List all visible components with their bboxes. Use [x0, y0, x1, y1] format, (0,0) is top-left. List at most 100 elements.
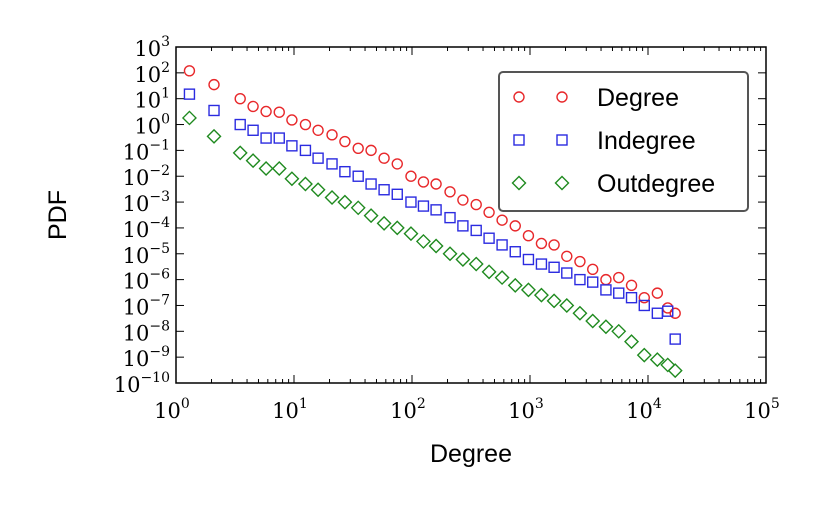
y-tick-label: 10−7	[123, 292, 170, 319]
degree-point	[522, 230, 535, 242]
degree-point	[326, 129, 338, 141]
y-tick-label: 101	[134, 86, 170, 113]
degree-point	[352, 142, 364, 155]
indegree-point	[574, 273, 586, 286]
indegree-point	[208, 104, 220, 117]
degree-point	[273, 106, 285, 118]
indegree-point	[638, 299, 650, 312]
indegree-point	[326, 158, 338, 170]
y-tick-label: 10−9	[123, 344, 170, 371]
degree-point	[365, 144, 377, 157]
outdegree-point	[181, 110, 197, 126]
outdegree-point	[667, 363, 683, 379]
indegree-point	[183, 88, 196, 100]
degree-point	[613, 271, 625, 284]
degree-point	[587, 263, 599, 276]
y-tick-label: 10−1	[123, 137, 170, 164]
indegree-point	[457, 220, 469, 232]
legend-marker-indegree	[513, 134, 525, 146]
indegree-point	[378, 184, 390, 196]
indegree-point	[470, 224, 482, 237]
degree-point	[669, 307, 681, 319]
y-tick-label: 10−5	[123, 241, 170, 268]
outdegree-point	[337, 194, 353, 210]
outdegree-point	[585, 313, 601, 329]
degree-point	[548, 239, 560, 251]
outdegree-point	[559, 297, 575, 313]
outdegree-point	[284, 171, 300, 187]
degree-point	[286, 114, 298, 126]
degree-point	[483, 206, 495, 219]
indegree-point	[417, 200, 430, 212]
indegree-point	[548, 261, 560, 273]
x-tick-label: 105	[744, 396, 780, 423]
degree-point	[470, 198, 482, 211]
degree-point	[234, 92, 246, 105]
outdegree-point	[389, 220, 405, 236]
degree-point	[535, 237, 548, 250]
y-tick-label: 10−6	[123, 267, 170, 294]
legend-box	[498, 71, 749, 212]
outdegree-point	[572, 305, 588, 321]
y-tick-label: 10−2	[123, 163, 170, 190]
indegree-point	[365, 178, 377, 190]
y-tick-label: 10−3	[123, 189, 170, 216]
indegree-point	[391, 188, 403, 200]
degree-point	[651, 287, 664, 299]
x-axis-label: Degree	[430, 440, 512, 468]
outdegree-point	[636, 347, 652, 363]
legend-marker-indegree	[556, 134, 568, 146]
legend-marker-degree	[556, 91, 568, 103]
outdegree-point	[455, 252, 471, 267]
degree-point	[638, 291, 650, 304]
axis-ticks: 100 101 102 103 104 10510310210110010−110−210…	[114, 34, 780, 423]
degree-point	[378, 152, 390, 164]
outdegree-point	[245, 153, 261, 169]
indegree-point	[430, 204, 442, 216]
degree-point	[509, 220, 521, 232]
outdegree-point	[624, 334, 640, 350]
outdegree-point	[507, 277, 523, 293]
indegree-point	[247, 124, 259, 136]
degree-point	[391, 158, 403, 170]
outdegree-point	[428, 238, 444, 254]
y-tick-label: 10−8	[123, 318, 170, 345]
degree-point	[625, 279, 638, 292]
degree-point	[574, 255, 586, 268]
y-tick-label: 102	[134, 60, 170, 87]
outdegree-point	[611, 323, 627, 339]
indegree-point	[613, 287, 625, 299]
outdegree-point	[533, 287, 549, 303]
legend-label-outdegree: Outdegree	[597, 170, 715, 198]
outdegree-point	[310, 182, 326, 198]
y-axis-label: PDF	[44, 190, 72, 240]
legend-label-indegree: Indegree	[597, 127, 696, 155]
indegree-point	[273, 132, 285, 144]
indegree-point	[483, 232, 495, 244]
x-tick-label: 101	[272, 396, 308, 423]
degree-point	[561, 250, 573, 262]
degree-point	[247, 100, 259, 113]
outdegree-point	[468, 256, 484, 272]
degree-point	[312, 124, 324, 136]
outdegree-point	[660, 357, 676, 373]
outdegree-point	[232, 145, 248, 161]
x-tick-label: 103	[508, 396, 544, 423]
outdegree-point	[415, 233, 431, 249]
legend-marker-outdegree	[554, 175, 570, 191]
degree-point	[183, 65, 196, 77]
outdegree-point	[649, 352, 665, 368]
legend: Degree Indegree Outdegree	[498, 71, 749, 212]
outdegree-point	[442, 246, 458, 262]
indegree-point	[339, 165, 351, 178]
indegree-point	[669, 333, 681, 345]
degree-point	[260, 105, 272, 118]
series-outdegree	[181, 110, 683, 379]
degree-point	[299, 118, 312, 131]
degree-point	[496, 214, 508, 226]
indegree-point	[234, 118, 246, 131]
x-tick-label: 102	[390, 396, 426, 423]
degree-point	[208, 78, 220, 91]
degree-point	[444, 186, 456, 198]
